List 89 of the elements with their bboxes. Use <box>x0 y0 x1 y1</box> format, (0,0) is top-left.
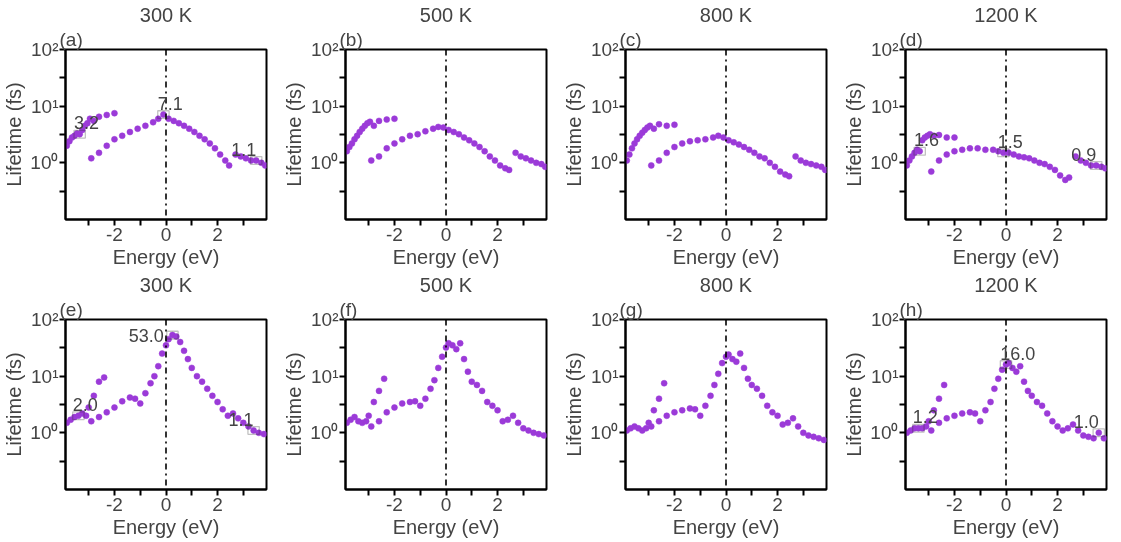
y-axis-title: Lifetime (fs) <box>563 82 586 187</box>
chart-title: 300 K <box>139 273 193 296</box>
x-axis-title: Energy (eV) <box>672 245 780 268</box>
y-tick-label: 10⁰ <box>590 152 619 174</box>
x-tick-label: 0 <box>1000 223 1012 245</box>
y-axis-title: Lifetime (fs) <box>3 82 26 187</box>
x-axis-title: Energy (eV) <box>392 245 500 268</box>
x-tick-label: -2 <box>106 493 123 515</box>
x-tick-label: -2 <box>666 493 683 515</box>
text: (c) <box>619 28 642 50</box>
y-tick-label: 10¹ <box>31 365 59 387</box>
x-axis-title: Energy (eV) <box>112 515 220 538</box>
chart-title: 300 K <box>139 3 193 26</box>
annotation: 2.0 <box>72 394 98 415</box>
y-axis-title: Lifetime (fs) <box>843 352 866 457</box>
x-tick-label: 0 <box>440 493 452 515</box>
x-tick-label: 2 <box>1052 223 1063 245</box>
x-axis-title: Energy (eV) <box>392 515 500 538</box>
x-tick-label: -2 <box>946 493 963 515</box>
annotation: 1.1 <box>231 139 257 160</box>
y-tick-label: 10⁰ <box>310 422 339 444</box>
annotation: 0.9 <box>1071 144 1097 165</box>
x-tick-label: 0 <box>160 223 172 245</box>
x-tick-label: 2 <box>492 493 503 515</box>
text: (b) <box>339 28 363 50</box>
y-tick-label: 10⁰ <box>870 152 899 174</box>
annotation: 16.0 <box>1000 343 1036 364</box>
annotation: 1.5 <box>997 131 1023 152</box>
x-tick-label: -2 <box>386 223 403 245</box>
text: (e) <box>59 298 83 320</box>
chart-title: 1200 K <box>974 273 1039 296</box>
y-tick-label: 10² <box>591 309 619 330</box>
y-tick-label: 10¹ <box>311 95 339 117</box>
x-tick-label: -2 <box>946 223 963 245</box>
y-tick-label: 10⁰ <box>590 422 619 444</box>
chart-title: 800 K <box>699 273 753 296</box>
y-tick-label: 10¹ <box>871 365 899 387</box>
y-tick-label: 10² <box>871 309 899 330</box>
y-axis-title: Lifetime (fs) <box>3 352 26 457</box>
y-tick-label: 10² <box>311 309 339 330</box>
text: (g) <box>619 298 643 320</box>
annotation: 1.2 <box>912 407 938 428</box>
x-tick-label: -2 <box>666 223 683 245</box>
y-axis-title: Lifetime (fs) <box>283 352 306 457</box>
x-tick-label: -2 <box>106 223 123 245</box>
annotation: 53.0 <box>128 325 164 346</box>
y-tick-label: 10⁰ <box>870 422 899 444</box>
y-tick-label: 10² <box>31 309 59 330</box>
text: (f) <box>339 298 358 320</box>
x-axis-title: Energy (eV) <box>112 245 220 268</box>
chart-title: 500 K <box>419 273 473 296</box>
x-tick-label: 2 <box>492 223 503 245</box>
y-tick-label: 10² <box>31 39 59 60</box>
y-axis-title: Lifetime (fs) <box>563 352 586 457</box>
x-tick-label: -2 <box>386 493 403 515</box>
chart-title: 500 K <box>419 3 473 26</box>
x-tick-label: 2 <box>772 493 783 515</box>
annotation: 1.0 <box>1073 411 1099 432</box>
text: (h) <box>899 298 923 320</box>
y-tick-label: 10¹ <box>31 95 59 117</box>
x-tick-label: 0 <box>160 493 172 515</box>
x-axis-title: Energy (eV) <box>672 515 780 538</box>
x-tick-label: 2 <box>212 223 223 245</box>
y-tick-label: 10⁰ <box>310 152 339 174</box>
y-tick-label: 10² <box>591 39 619 60</box>
y-axis-title: Lifetime (fs) <box>283 82 306 187</box>
x-tick-label: 2 <box>212 493 223 515</box>
y-tick-label: 10² <box>311 39 339 60</box>
annotation: 7.1 <box>157 93 183 114</box>
y-tick-label: 10² <box>871 39 899 60</box>
y-tick-label: 10¹ <box>591 95 619 117</box>
x-tick-label: 0 <box>720 493 732 515</box>
text: (a) <box>59 28 83 50</box>
x-tick-label: 0 <box>440 223 452 245</box>
x-tick-label: 0 <box>720 223 732 245</box>
chart-title: 1200 K <box>974 3 1039 26</box>
y-tick-label: 10⁰ <box>30 422 59 444</box>
y-tick-label: 10¹ <box>311 365 339 387</box>
x-tick-label: 0 <box>1000 493 1012 515</box>
chart-title: 800 K <box>699 3 753 26</box>
y-axis-title: Lifetime (fs) <box>843 82 866 187</box>
text: (d) <box>899 28 923 50</box>
x-tick-label: 2 <box>1052 493 1063 515</box>
y-tick-label: 10¹ <box>591 365 619 387</box>
x-axis-title: Energy (eV) <box>952 245 1060 268</box>
x-tick-label: 2 <box>772 223 783 245</box>
x-axis-title: Energy (eV) <box>952 515 1060 538</box>
y-tick-label: 10¹ <box>871 95 899 117</box>
y-tick-label: 10⁰ <box>30 152 59 174</box>
